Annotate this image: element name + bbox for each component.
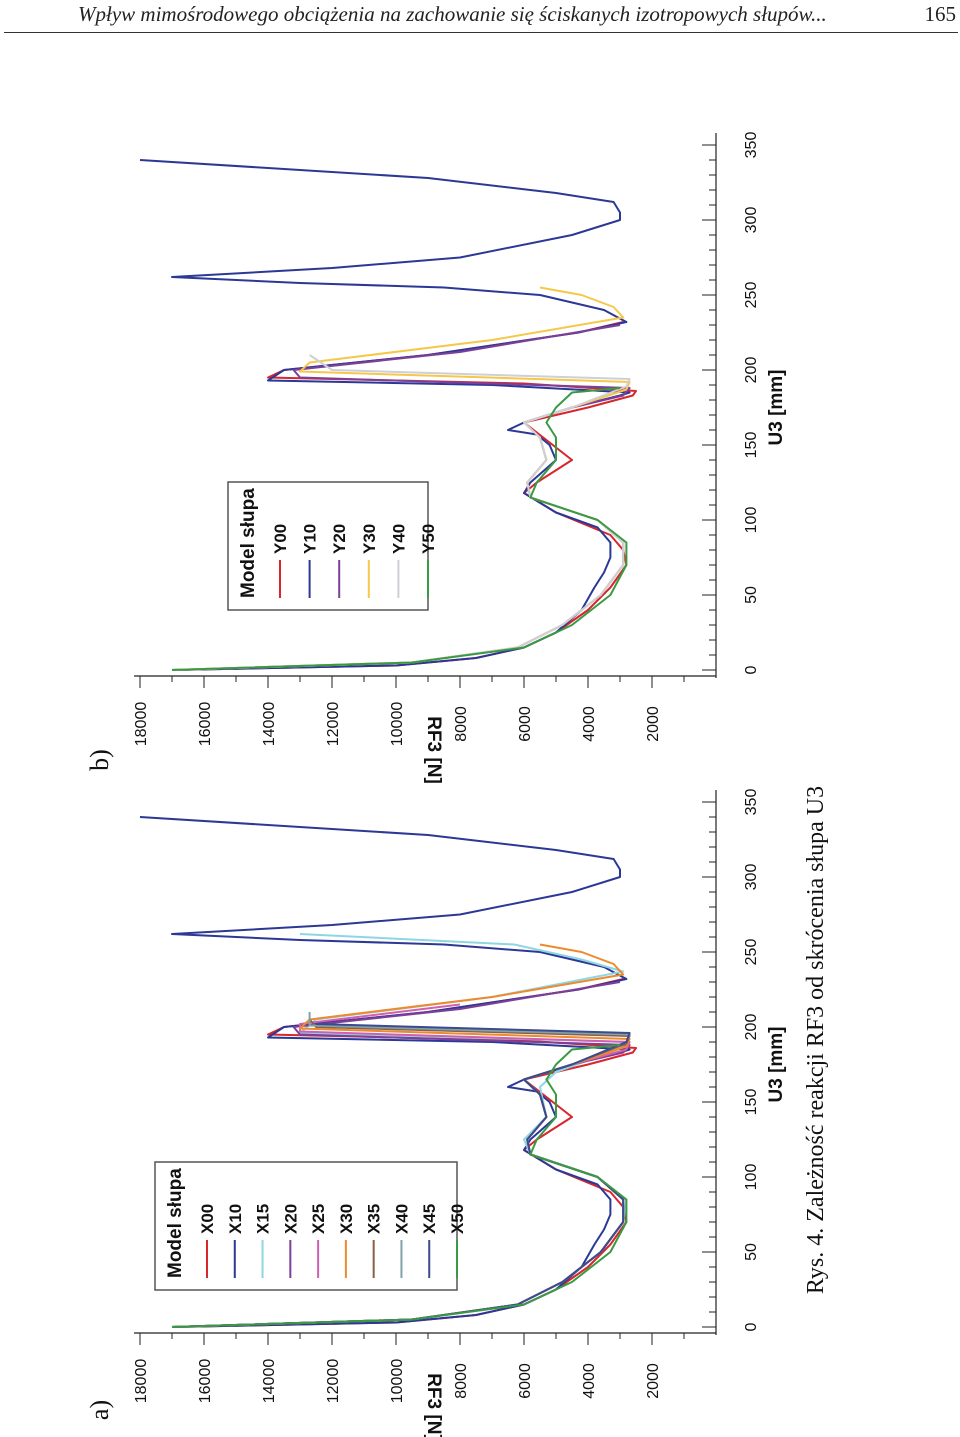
x-axis-label: U3 [mm] [766,369,787,445]
page-number: 165 [924,2,957,26]
y-tick-label: 14000 [261,1359,278,1404]
legend-label-x40: X40 [392,1204,411,1234]
legend-title: Model słupa [238,488,259,598]
y-tick-label: 4000 [581,1363,598,1399]
y-tick-label: 18000 [133,1359,150,1404]
x-tick-label: 250 [743,282,760,309]
legend-box [227,481,429,611]
figure-caption: Rys. 4. Zależność reakcji RF3 od skrócen… [803,786,829,1294]
y-axis-label: RF3 [N] [423,716,444,784]
running-title: Wpływ mimośrodowego obciążenia na zachow… [78,2,827,26]
running-header: Wpływ mimośrodowego obciążenia na zachow… [0,0,960,34]
x-tick-label: 200 [743,1014,760,1041]
legend-label-x30: X30 [337,1204,356,1234]
legend-label-x15: X15 [254,1204,273,1234]
legend-label-x10: X10 [226,1204,245,1234]
y-tick-label: 10000 [389,702,406,747]
y-tick-label: 16000 [197,702,214,747]
y-tick-label: 8000 [453,706,470,742]
x-tick-label: 0 [743,665,760,674]
y-tick-label: 6000 [517,706,534,742]
x-tick-label: 300 [743,864,760,891]
series-line-y40 [171,354,631,671]
y-axis-label: RF3 [N] [423,1373,444,1437]
legend-title: Model słupa [165,1168,186,1278]
panel-a: 0 50 100 150 200 250 300 350 2000 4000 6000 8000 100… [85,789,787,1437]
legend-label-y40: Y40 [389,524,408,554]
legend-label-y30: Y30 [360,524,379,554]
y-tick-label: 8000 [453,1363,470,1399]
legend-box [154,1161,458,1291]
legend-label-y00: Y00 [271,524,290,554]
series-line-x50 [171,1044,628,1328]
legend-label-x00: X00 [198,1204,217,1234]
legend-label-x45: X45 [420,1204,439,1234]
panel-label: a) [85,1400,114,1420]
series-line-y30 [171,286,631,671]
y-tick-label: 14000 [261,702,278,747]
panel-b: 0 50 100 150 200 250 300 350 2000 4000 6000 8000 100… [85,132,787,784]
y-tick-label: 4000 [581,706,598,742]
legend-label-y20: Y20 [330,524,349,554]
x-tick-label: 150 [743,1089,760,1116]
x-tick-label: 200 [743,357,760,384]
y-tick-label: 2000 [645,1363,662,1399]
legend-label-y50: Y50 [419,524,438,554]
header-rule [4,32,958,33]
x-tick-label: 100 [743,1164,760,1191]
y-tick-label: 6000 [517,1363,534,1399]
legend-label-y10: Y10 [301,524,320,554]
legend-label-x50: X50 [448,1204,467,1234]
y-tick-label: 18000 [133,702,150,747]
legend-label-x20: X20 [281,1204,300,1234]
legend-label-x25: X25 [309,1204,328,1234]
y-tick-label: 10000 [389,1359,406,1404]
y-tick-label: 12000 [325,702,342,747]
x-tick-label: 150 [743,432,760,459]
panel-label: b) [85,749,114,771]
x-tick-label: 300 [743,207,760,234]
x-tick-label: 250 [743,939,760,966]
x-axis-label: U3 [mm] [766,1026,787,1102]
legend-label-x35: X35 [365,1204,384,1234]
x-tick-label: 50 [743,586,760,604]
y-tick-label: 16000 [197,1359,214,1404]
x-tick-label: 0 [743,1322,760,1331]
y-tick-label: 12000 [325,1359,342,1404]
x-tick-label: 350 [743,789,760,816]
x-tick-label: 350 [743,132,760,159]
y-tick-label: 2000 [645,706,662,742]
x-tick-label: 50 [743,1243,760,1261]
series-line-y50 [171,387,628,671]
x-tick-label: 100 [743,507,760,534]
